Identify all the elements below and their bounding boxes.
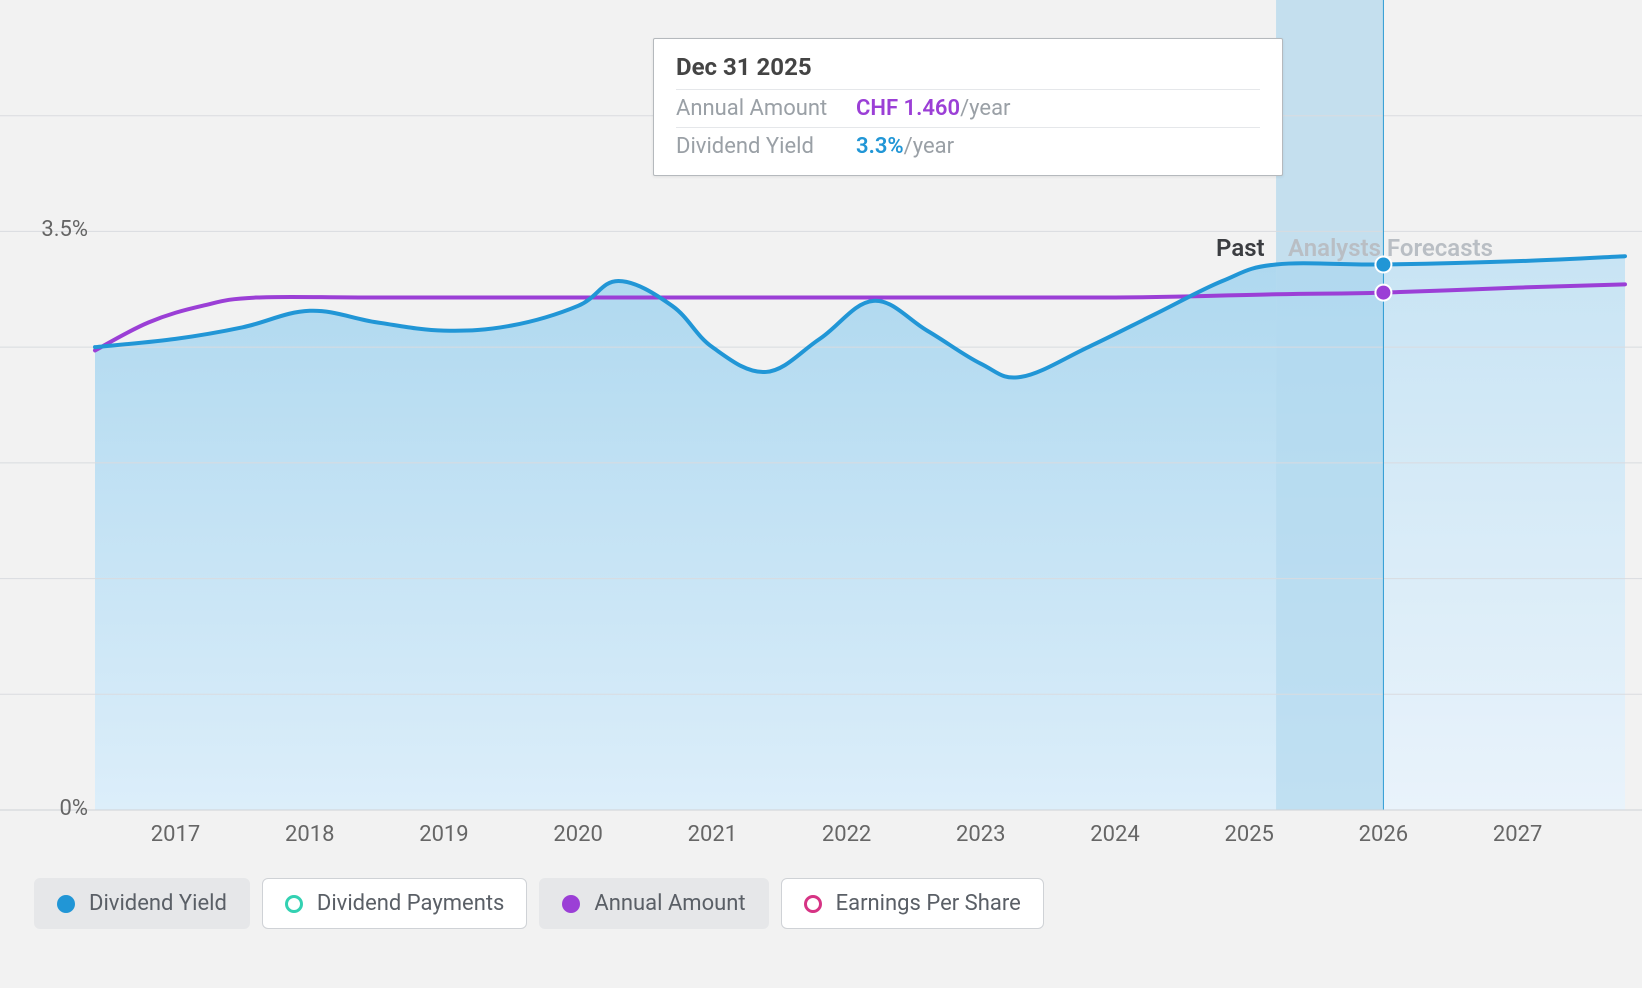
tooltip-row-label: Dividend Yield	[676, 134, 856, 159]
tooltip-row-value: 3.3%/year	[856, 134, 954, 159]
marker-annual_amount	[1376, 286, 1390, 300]
legend-label: Earnings Per Share	[836, 891, 1021, 916]
x-tick-label: 2018	[285, 822, 334, 847]
region-label-past: Past	[1216, 234, 1265, 262]
legend-swatch	[285, 895, 303, 913]
y-tick-label: 0%	[10, 796, 88, 821]
highlight-band	[1276, 0, 1383, 810]
tooltip-row: Annual AmountCHF 1.460/year	[676, 89, 1260, 127]
legend-item-dividend_payments[interactable]: Dividend Payments	[262, 878, 528, 929]
x-tick-label: 2017	[151, 822, 200, 847]
x-tick-label: 2021	[688, 822, 737, 847]
chart-tooltip: Dec 31 2025 Annual AmountCHF 1.460/yearD…	[653, 38, 1283, 176]
legend-item-annual_amount[interactable]: Annual Amount	[539, 878, 768, 929]
chart-legend: Dividend Yield Dividend Payments Annual Am…	[34, 878, 1044, 929]
legend-item-eps[interactable]: Earnings Per Share	[781, 878, 1044, 929]
tooltip-row-label: Annual Amount	[676, 96, 856, 121]
x-tick-label: 2019	[419, 822, 468, 847]
x-tick-label: 2025	[1224, 822, 1273, 847]
x-tick-label: 2026	[1359, 822, 1408, 847]
legend-item-dividend_yield[interactable]: Dividend Yield	[34, 878, 250, 929]
tooltip-row: Dividend Yield3.3%/year	[676, 127, 1260, 165]
x-tick-label: 2022	[822, 822, 871, 847]
x-tick-label: 2027	[1493, 822, 1542, 847]
region-label-forecast: Analysts Forecasts	[1288, 234, 1493, 262]
x-tick-label: 2020	[553, 822, 602, 847]
x-tick-label: 2023	[956, 822, 1005, 847]
legend-label: Annual Amount	[594, 891, 745, 916]
legend-swatch	[562, 895, 580, 913]
y-tick-label: 3.5%	[10, 217, 88, 242]
legend-label: Dividend Yield	[89, 891, 227, 916]
dividend-chart: 2017 2018 2019 2020 2021 2022 2023 2024 2025 2026…	[0, 0, 1642, 988]
tooltip-row-value: CHF 1.460/year	[856, 96, 1011, 121]
legend-swatch	[804, 895, 822, 913]
tooltip-date: Dec 31 2025	[676, 53, 1260, 81]
x-tick-label: 2024	[1090, 822, 1139, 847]
legend-swatch	[57, 895, 75, 913]
legend-label: Dividend Payments	[317, 891, 505, 916]
